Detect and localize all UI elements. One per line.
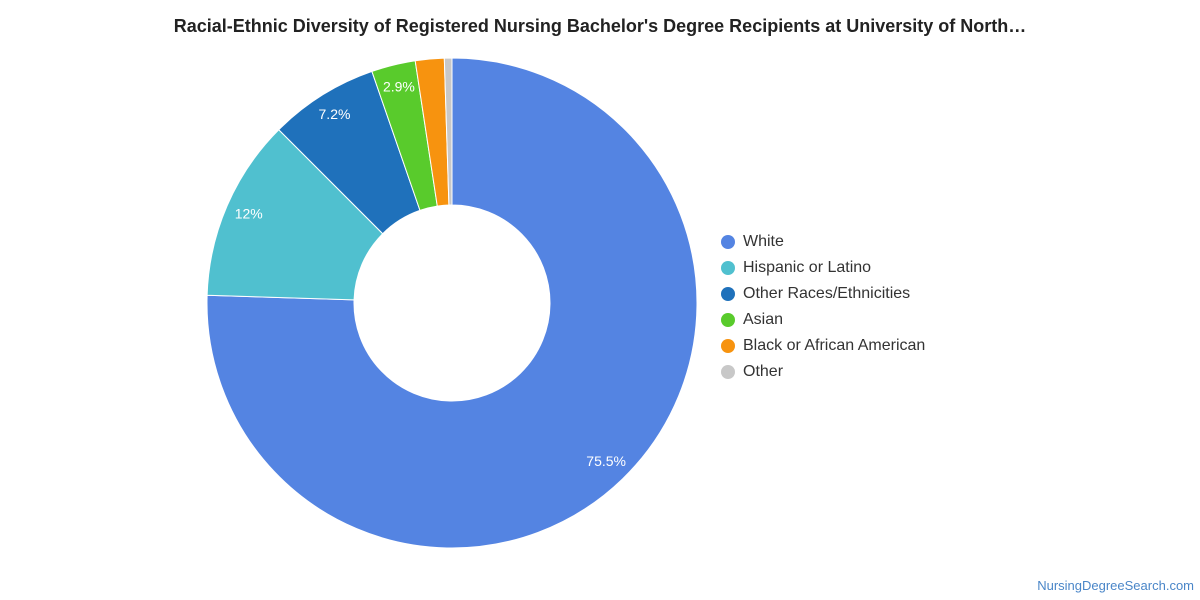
chart-title: Racial-Ethnic Diversity of Registered Nu… (173, 16, 1027, 36)
slice-hispanic-or-latino[interactable] (206, 129, 384, 301)
legend-swatch-icon (721, 287, 735, 301)
legend-label: Other (743, 363, 784, 380)
legend-swatch-icon (721, 339, 735, 353)
legend-item[interactable]: Other Races/Ethnicities (721, 281, 925, 307)
chart-legend: White Hispanic or Latino Other Races/Ethni… (721, 229, 925, 385)
slice-label: 2.9% (383, 79, 415, 95)
site-watermark[interactable]: NursingDegreeSearch.com (1037, 578, 1194, 593)
legend-label: White (743, 233, 784, 250)
legend-item[interactable]: Black or African American (721, 333, 925, 359)
legend-swatch-icon (721, 235, 735, 249)
legend-swatch-icon (721, 313, 735, 327)
legend-item[interactable]: White (721, 229, 925, 255)
slice-other[interactable] (443, 57, 453, 206)
slice-label: 75.5% (586, 453, 626, 469)
slice-label: 7.2% (319, 106, 351, 122)
legend-label: Black or African American (743, 337, 926, 354)
legend-item[interactable]: Hispanic or Latino (721, 255, 925, 281)
legend-item[interactable]: Asian (721, 307, 925, 333)
legend-label: Hispanic or Latino (743, 259, 872, 276)
legend-item[interactable]: Other (721, 359, 925, 385)
legend-label: Other Races/Ethnicities (743, 285, 911, 302)
legend-label: Asian (743, 311, 784, 328)
legend-swatch-icon (721, 365, 735, 379)
slice-white[interactable] (206, 57, 698, 549)
legend-swatch-icon (721, 261, 735, 275)
slice-label: 12% (235, 206, 263, 222)
